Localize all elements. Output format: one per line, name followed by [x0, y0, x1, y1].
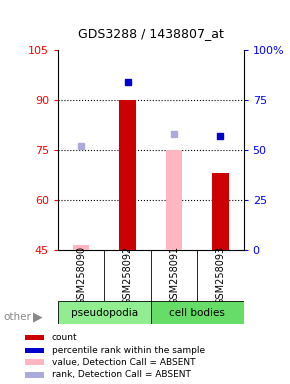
Text: GSM258093: GSM258093 — [215, 246, 225, 305]
Bar — [25, 372, 44, 377]
Text: GSM258091: GSM258091 — [169, 246, 179, 305]
Text: other: other — [3, 312, 31, 322]
Text: value, Detection Call = ABSENT: value, Detection Call = ABSENT — [52, 358, 195, 366]
Bar — [166, 150, 182, 250]
Text: count: count — [52, 333, 77, 342]
Text: percentile rank within the sample: percentile rank within the sample — [52, 346, 205, 354]
Text: ▶: ▶ — [33, 310, 43, 323]
Bar — [58, 301, 151, 324]
Text: GSM258092: GSM258092 — [123, 246, 133, 305]
Bar — [25, 335, 44, 340]
Text: rank, Detection Call = ABSENT: rank, Detection Call = ABSENT — [52, 371, 191, 379]
Bar — [25, 348, 44, 353]
Bar — [119, 100, 136, 250]
Bar — [73, 245, 89, 250]
Bar — [151, 301, 244, 324]
Text: GSM258090: GSM258090 — [76, 246, 86, 305]
Text: pseudopodia: pseudopodia — [71, 308, 138, 318]
Bar — [25, 359, 44, 365]
Bar — [212, 173, 229, 250]
Text: GDS3288 / 1438807_at: GDS3288 / 1438807_at — [78, 27, 224, 40]
Text: cell bodies: cell bodies — [169, 308, 225, 318]
